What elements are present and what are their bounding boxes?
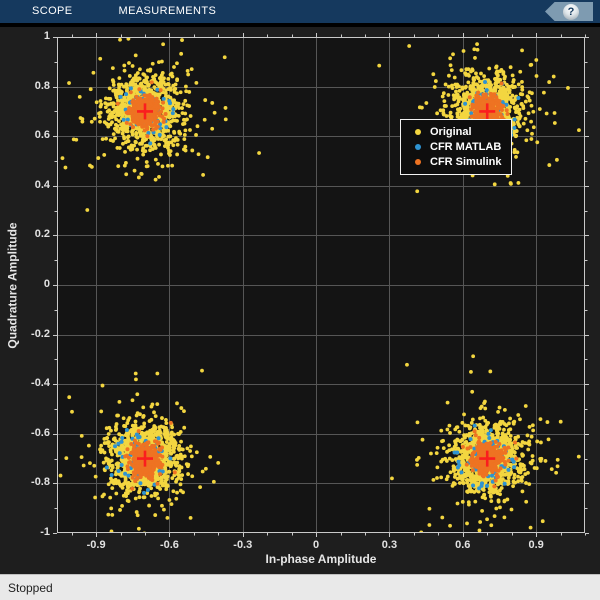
y-tick-label: 0.6: [34, 129, 50, 142]
y-tick-label: 0.4: [34, 178, 50, 191]
y-tick-label: -0.6: [31, 426, 50, 439]
legend-item[interactable]: Original: [401, 125, 511, 139]
legend-label: CFR Simulink: [430, 156, 502, 168]
x-tick-label: -0.6: [159, 539, 179, 551]
toolbar-divider: [0, 23, 600, 27]
x-tick-label: 0.9: [528, 539, 544, 551]
legend-label: CFR MATLAB: [430, 141, 502, 153]
y-tick-label: -0.4: [31, 377, 50, 390]
legend-item[interactable]: CFR MATLAB: [401, 140, 511, 154]
y-axis-label: Quadrature Amplitude: [5, 222, 20, 349]
toolbar: SCOPE MEASUREMENTS ?: [0, 0, 600, 23]
tab-scope[interactable]: SCOPE: [32, 5, 73, 17]
y-tick-label: 0.2: [34, 228, 50, 241]
tab-measurements[interactable]: MEASUREMENTS: [118, 5, 217, 17]
help-button[interactable]: ?: [545, 2, 593, 21]
x-axis-label: In-phase Amplitude: [265, 552, 377, 566]
help-icon: ?: [563, 3, 579, 20]
x-tick-label: 0.3: [381, 539, 398, 551]
legend-marker-dot: [415, 129, 421, 135]
legend-label: Original: [430, 126, 472, 138]
legend-marker-dot: [415, 159, 421, 165]
y-tick-label: -0.2: [31, 327, 50, 340]
x-tick-label: -0.9: [86, 539, 106, 551]
legend-item[interactable]: CFR Simulink: [401, 155, 511, 169]
y-tick-label: -0.8: [31, 476, 50, 489]
legend-marker-dot: [415, 144, 421, 150]
y-tick-label: 0.8: [34, 79, 50, 92]
legend[interactable]: Original CFR MATLAB CFR Simulink: [400, 119, 512, 175]
y-tick-label: 0: [43, 278, 50, 290]
y-tick-label: -1: [40, 526, 50, 538]
y-tick-label: 1: [43, 30, 50, 42]
x-tick-label: 0: [313, 539, 320, 551]
constellation-plot-canvas: [0, 27, 600, 574]
status-bar: Stopped: [0, 574, 600, 600]
status-text: Stopped: [8, 580, 53, 595]
x-tick-label: 0.6: [455, 539, 471, 551]
x-tick-label: -0.3: [233, 539, 253, 551]
